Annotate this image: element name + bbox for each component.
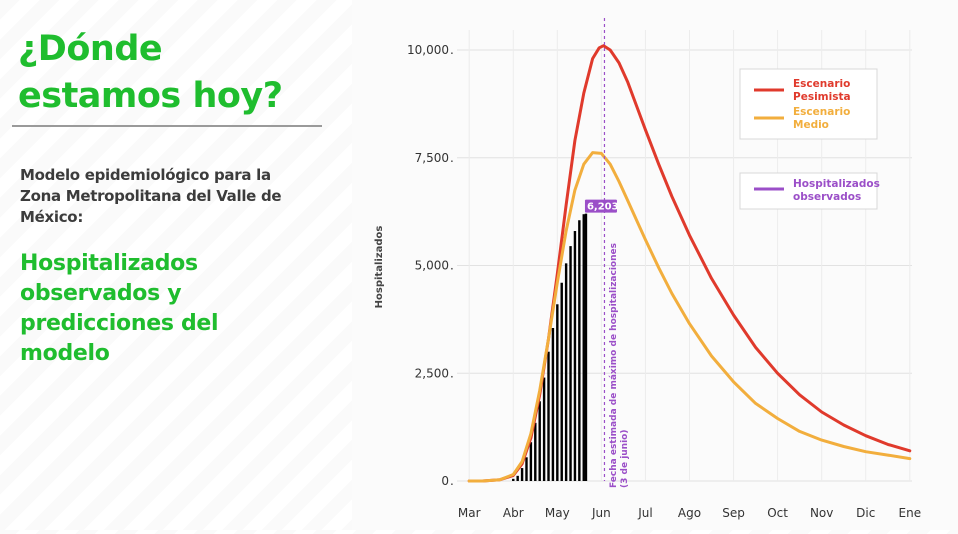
peak-date-annotation: Fecha estimada de máximo de hospitalizac…: [609, 243, 630, 488]
observed-value-text: 6,203: [587, 202, 619, 213]
observed-bar: [525, 457, 528, 481]
x-tick-label: Mar: [458, 506, 481, 520]
legend-label-medio-2: Medio: [793, 119, 829, 131]
title-line-1: ¿Dónde: [18, 29, 163, 69]
x-tick-label: Jul: [637, 506, 652, 520]
observed-bar: [582, 214, 585, 481]
y-axis-label: Hospitalizados: [374, 226, 385, 309]
x-tick-label: Ago: [678, 506, 701, 520]
observed-bar: [534, 422, 537, 481]
legend-label-pesimista-2: Pesimista: [793, 91, 851, 103]
legend-label-medio-1: Escenario: [793, 106, 850, 118]
peak-label-line-1: Fecha estimada de máximo de hospitalizac…: [609, 243, 619, 488]
y-tick-label: 5,000: [415, 259, 449, 273]
x-tick-label: Abr: [503, 506, 524, 520]
legend-label-observados-1: Hospitalizados: [793, 178, 880, 190]
observed-bar: [573, 231, 577, 481]
observed-bar: [542, 377, 546, 481]
chart-legend: Escenario Pesimista Escenario Medio Hosp…: [739, 68, 880, 210]
y-tick-label: 2,500: [415, 366, 449, 380]
observed-bar: [547, 351, 550, 481]
observed-bar: [578, 220, 581, 481]
observed-bar: [584, 213, 588, 481]
observed-last-value-label: 6,203: [584, 199, 619, 213]
y-tick-dot: .: [450, 259, 454, 273]
highlight-line-4: modelo: [20, 341, 110, 366]
chart-panel: 0. 2,500. 5,000. 7,500. 10,000. Mar Abr May Jun J…: [352, 0, 958, 530]
y-tick-dot: .: [450, 151, 454, 165]
y-tick-dot: .: [450, 43, 454, 57]
observed-value-badge: [584, 199, 617, 213]
observed-bar: [512, 478, 515, 481]
observed-bar: [520, 468, 524, 481]
highlight-line-2: observados y: [20, 281, 182, 306]
subtitle-line-1: Modelo epidemiológico para la: [20, 166, 271, 184]
observed-bar: [516, 475, 519, 481]
series-line-escenario-medio: [467, 151, 912, 483]
legend-box-scenarios: [739, 68, 878, 140]
y-tick-label: 7,500: [415, 151, 449, 165]
legend-label-observados-2: observados: [793, 191, 861, 203]
x-tick-label: Nov: [810, 506, 833, 520]
highlight-line-3: predicciones del: [20, 311, 219, 336]
legend-label-pesimista-1: Escenario: [793, 78, 850, 90]
x-tick-label: Jun: [591, 506, 611, 520]
observed-bar: [556, 304, 559, 481]
y-tick-label: 0: [441, 474, 449, 488]
observed-bar: [551, 327, 555, 481]
title-line-2: estamos hoy?: [18, 76, 283, 116]
axes: 0.2,500.5,000.7,500.10,000 .Mar Abr May Jun J…: [407, 43, 921, 520]
y-tick-dot: .: [450, 474, 454, 488]
observed-bar: [529, 442, 533, 481]
title-divider: [12, 125, 322, 127]
observed-bars: [512, 213, 588, 481]
subtitle-line-3: México:: [20, 208, 84, 226]
subtitle-line-2: Zona Metropolitana del Valle de: [20, 187, 282, 205]
highlight-line-1: Hospitalizados: [20, 251, 198, 276]
series-lines: [467, 18, 912, 483]
x-tick-label: Sep: [722, 506, 745, 520]
observed-bar: [560, 282, 563, 481]
slide-subtitle: Modelo epidemiológico para la Zona Metro…: [20, 165, 330, 228]
y-tick-label: 10,000: [407, 43, 449, 57]
peak-label-line-2: (3 de junio): [620, 430, 630, 488]
grid: [457, 30, 912, 482]
observed-bar: [564, 263, 568, 481]
hospitalizations-chart: 0.2,500.5,000.7,500.10,000 .Mar Abr May Jun J…: [374, 18, 921, 520]
observed-bar: [538, 401, 541, 481]
x-tick-label: May: [545, 506, 570, 520]
x-tick-label: Dic: [856, 506, 875, 520]
slide-highlight: Hospitalizados observados y predicciones…: [20, 249, 330, 369]
slide-title: ¿Dónde estamos hoy?: [18, 26, 328, 120]
observed-bar: [569, 246, 572, 481]
legend-box-observed: [739, 172, 878, 210]
x-tick-label: Oct: [767, 506, 788, 520]
x-tick-label: Ene: [899, 506, 922, 520]
y-tick-dot: .: [450, 366, 454, 380]
